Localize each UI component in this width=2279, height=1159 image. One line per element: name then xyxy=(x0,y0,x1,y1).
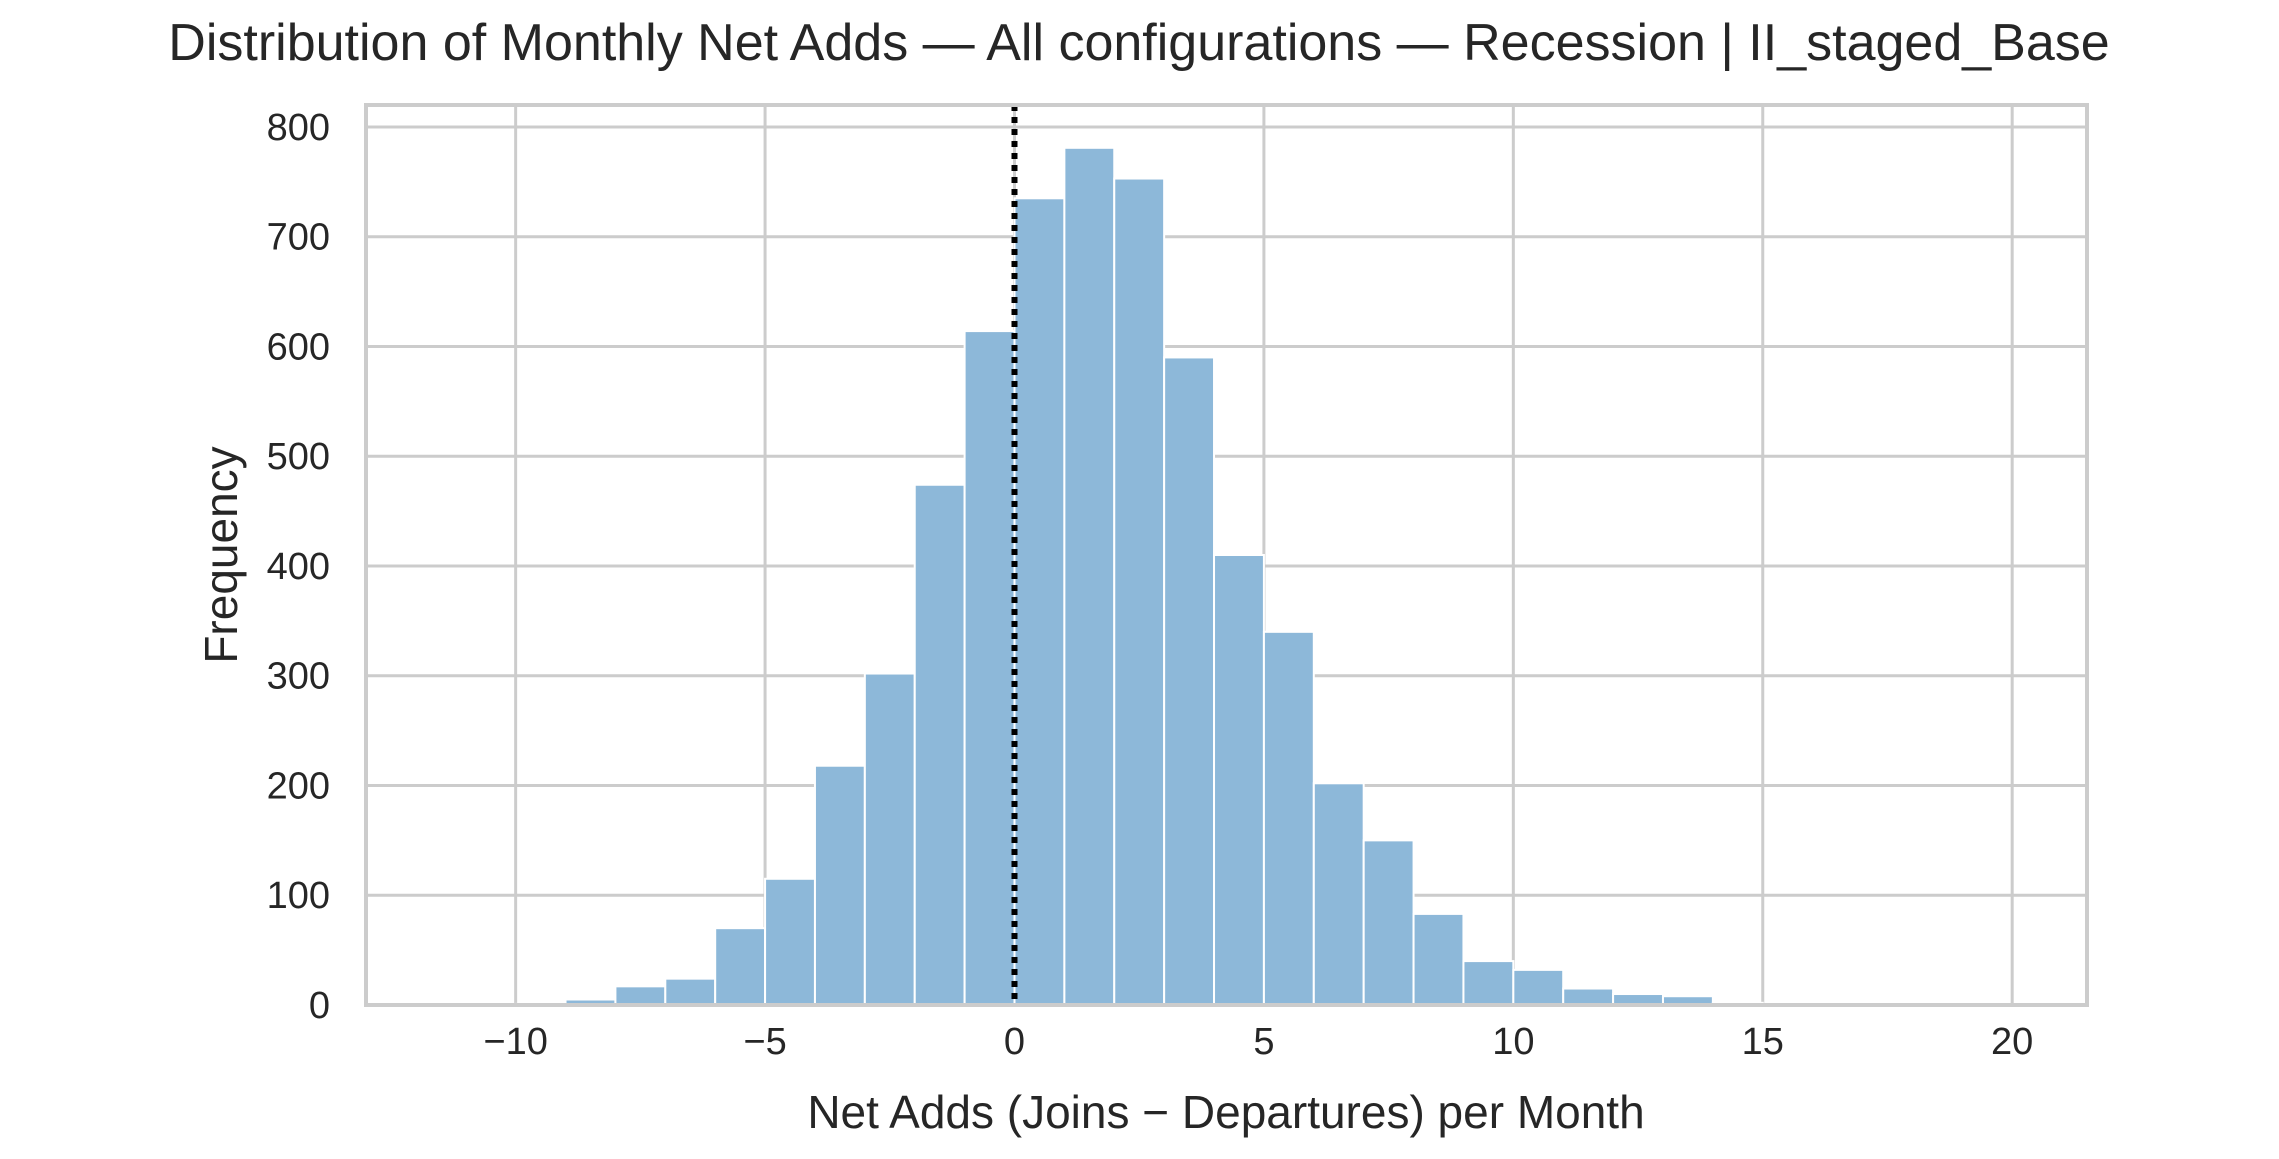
y-tick-label: 0 xyxy=(309,985,330,1027)
y-tick-label: 800 xyxy=(267,107,330,149)
histogram-bar xyxy=(1213,554,1265,1006)
histogram-bar xyxy=(764,877,816,1007)
histogram-bar xyxy=(1113,177,1166,1007)
chart-title: Distribution of Monthly Net Adds — All c… xyxy=(168,14,2109,72)
histogram-bar xyxy=(813,764,866,1006)
x-tick-label: 15 xyxy=(1742,1021,1784,1063)
histogram-bar xyxy=(664,977,717,1006)
x-tick-label: 10 xyxy=(1492,1021,1534,1063)
histogram-bar xyxy=(714,927,767,1006)
y-tick-label: 400 xyxy=(267,546,330,588)
histogram-bar xyxy=(1512,968,1565,1007)
x-tick-label: 0 xyxy=(1004,1021,1025,1063)
histogram-bar xyxy=(863,672,916,1006)
histogram-bar xyxy=(1163,356,1216,1006)
x-tick-label: −5 xyxy=(743,1021,786,1063)
histogram-bar xyxy=(913,483,966,1006)
y-tick-label: 500 xyxy=(267,436,330,478)
y-tick-label: 700 xyxy=(267,217,330,259)
histogram-bar xyxy=(1013,197,1066,1007)
x-tick-label: −10 xyxy=(483,1021,547,1063)
x-tick-label: 5 xyxy=(1253,1021,1274,1063)
histogram-bar xyxy=(1462,960,1515,1006)
x-tick-label: 20 xyxy=(1991,1021,2033,1063)
y-tick-label: 200 xyxy=(267,765,330,807)
y-tick-label: 100 xyxy=(267,875,330,917)
histogram-bars xyxy=(514,146,1814,1007)
histogram-bar xyxy=(1063,146,1116,1006)
y-tick-label: 600 xyxy=(267,326,330,368)
histogram-bar xyxy=(1362,839,1415,1006)
x-tick-labels: −10 −5 0 5 10 15 20 xyxy=(483,1021,2033,1063)
histogram-bar xyxy=(1312,782,1365,1006)
y-tick-labels: 0 100 200 300 400 500 600 700 800 xyxy=(267,107,330,1027)
histogram-bar xyxy=(1262,630,1315,1007)
x-axis-label: Net Adds (Joins − Departures) per Month xyxy=(807,1086,1644,1138)
plot-frame xyxy=(364,103,2089,1007)
histogram-bar xyxy=(1562,987,1615,1006)
histogram-bar xyxy=(963,330,1016,1007)
histogram-bar xyxy=(614,985,667,1007)
y-axis-label: Frequency xyxy=(195,446,247,663)
y-tick-label: 300 xyxy=(267,656,330,698)
histogram-bar xyxy=(1412,912,1465,1007)
